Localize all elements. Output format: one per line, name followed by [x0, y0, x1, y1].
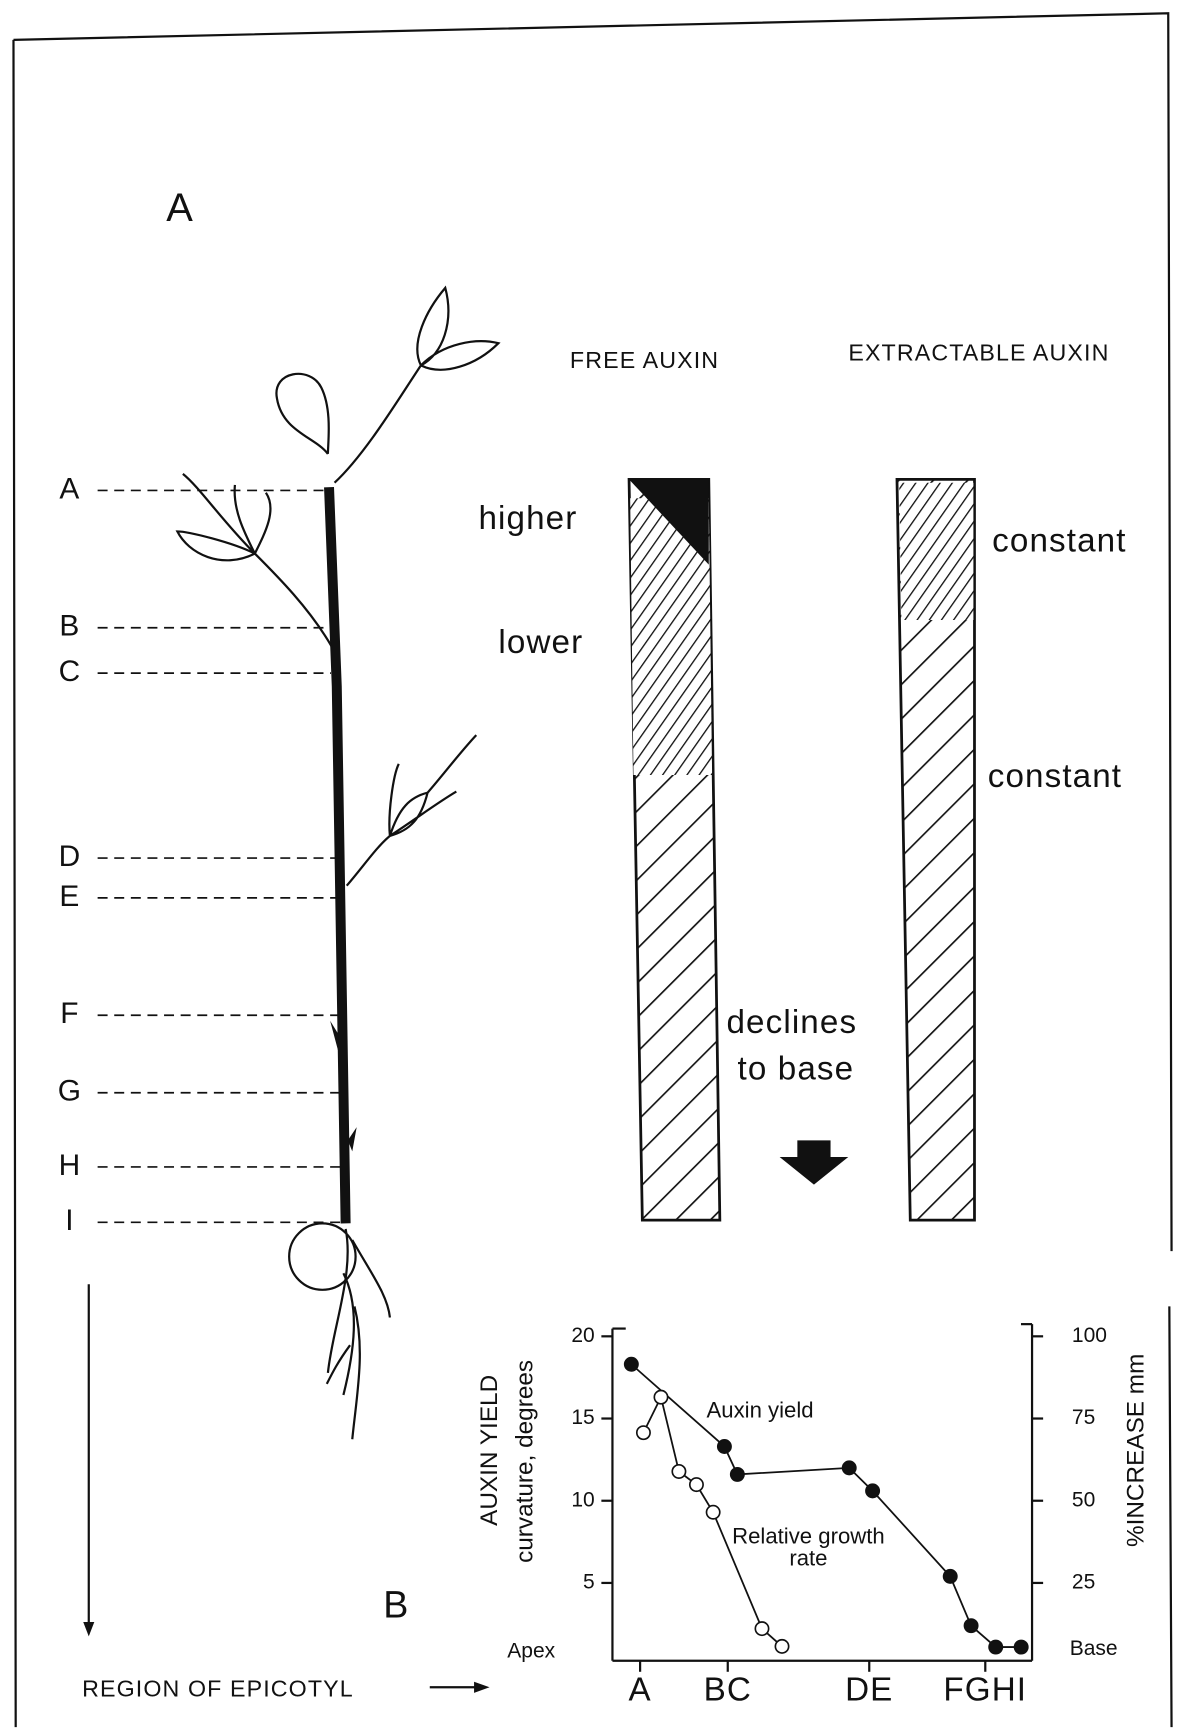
annotation: constant: [992, 522, 1126, 559]
y2-tick-label: 75: [1072, 1406, 1095, 1429]
y2-tick-label: 100: [1072, 1324, 1107, 1347]
arrowhead: [474, 1681, 490, 1693]
y2-axis-title: %INCREASE mm: [1123, 1354, 1150, 1547]
data-point: [774, 1638, 790, 1654]
data-point: [754, 1621, 770, 1637]
annotation: to base: [738, 1050, 855, 1087]
data-point: [729, 1466, 745, 1482]
data-point: [623, 1356, 639, 1372]
y2-tick-label: 25: [1072, 1571, 1095, 1594]
data-point: [865, 1483, 881, 1499]
plant: [175, 285, 501, 1440]
region-label: A: [59, 472, 80, 505]
region-label: G: [58, 1075, 82, 1108]
data-point: [841, 1460, 857, 1476]
column-title: EXTRACTABLE AUXIN: [848, 339, 1109, 365]
region-label: H: [59, 1149, 82, 1182]
down-arrow: [779, 1140, 849, 1185]
y-tick-label: 10: [571, 1488, 594, 1511]
arrowhead: [83, 1621, 95, 1637]
data-point: [1013, 1639, 1029, 1655]
y-axis-title: AUXIN YIELD: [476, 1375, 503, 1526]
x-end-label: Base: [1070, 1637, 1118, 1660]
data-point: [688, 1477, 704, 1493]
frame: [12, 12, 1173, 1728]
annotation: declines: [726, 1004, 857, 1041]
free-auxin-bar: [627, 478, 722, 1222]
data-point: [942, 1568, 958, 1584]
series-line: [630, 1363, 1022, 1648]
axis-title: REGION OF EPICOTYL: [82, 1676, 354, 1702]
panel-label: A: [166, 186, 194, 230]
series-annotation-box: Relative growth rate: [732, 1525, 885, 1572]
y-tick-label: 5: [583, 1571, 595, 1594]
annotation: higher: [478, 500, 577, 537]
region-label: C: [59, 655, 82, 688]
annotation: constant: [988, 758, 1122, 795]
y2-tick-label: 50: [1072, 1488, 1095, 1511]
extractable-auxin-bar: [895, 478, 976, 1222]
data-point: [635, 1425, 651, 1441]
column-title: FREE AUXIN: [570, 347, 719, 373]
x-tick-label: BC: [704, 1671, 752, 1708]
y-axis-title: curvature, degrees: [512, 1360, 539, 1563]
region-label: B: [59, 610, 80, 643]
data-point: [988, 1639, 1004, 1655]
series-line: [642, 1394, 783, 1648]
x-tick-label: FGHI: [943, 1671, 1027, 1708]
region-label: I: [65, 1204, 74, 1237]
series-annotation: Relative growth rate: [732, 1525, 885, 1572]
x-tick-label: DE: [845, 1671, 893, 1708]
y-tick-label: 20: [571, 1324, 594, 1347]
x-start-label: Apex: [507, 1639, 555, 1662]
x-tick-label: A: [628, 1671, 651, 1708]
data-point: [716, 1439, 732, 1454]
y-tick-label: 15: [571, 1406, 594, 1429]
data-point: [963, 1618, 979, 1634]
panel-label: B: [383, 1584, 408, 1626]
data-point: [705, 1504, 721, 1520]
data-point: [671, 1463, 687, 1479]
data-point: [653, 1389, 669, 1405]
region-label: F: [60, 997, 79, 1030]
annotation: lower: [498, 624, 583, 661]
region-label: D: [59, 840, 82, 873]
series-annotation: Auxin yield: [707, 1397, 814, 1422]
region-label: E: [59, 880, 80, 913]
